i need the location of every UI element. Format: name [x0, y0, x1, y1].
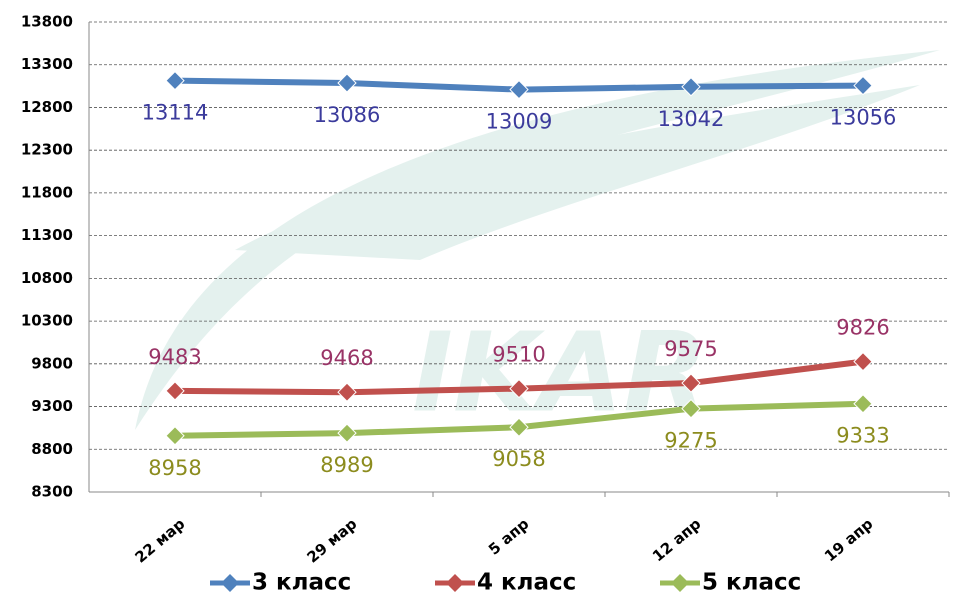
x-tick-label: 12 апр [649, 515, 705, 566]
point-marker [854, 395, 872, 413]
point-marker [338, 424, 356, 442]
chart: IKAR 8300 8800 9300 9800 10300 10800 11300 1180… [0, 0, 957, 601]
y-tick-label: 8300 [31, 483, 73, 501]
y-tick-label: 9300 [31, 397, 73, 415]
y-tick-label: 12300 [21, 141, 73, 159]
y-tick-label: 10800 [21, 269, 73, 287]
point-marker [166, 382, 184, 400]
data-label: 9483 [148, 345, 201, 369]
legend-swatch-marker [671, 574, 689, 592]
data-label: 9058 [492, 447, 545, 471]
point-marker [166, 427, 184, 445]
data-label: 13114 [142, 101, 209, 125]
data-label: 8989 [320, 453, 373, 477]
data-label: 13042 [658, 107, 725, 131]
data-label: 9510 [492, 343, 545, 367]
y-tick-label: 13800 [21, 13, 73, 31]
y-tick-label: 13300 [21, 55, 73, 73]
legend-label: 3 класс [252, 570, 351, 596]
point-marker [510, 81, 528, 99]
legend-label: 4 класс [477, 570, 576, 596]
y-tick-label: 9800 [31, 354, 73, 372]
watermark: IKAR [412, 308, 708, 436]
legend-swatch-marker [446, 574, 464, 592]
x-tick-label: 29 мар [304, 515, 361, 567]
legend-label: 5 класс [702, 570, 801, 596]
data-label: 9575 [664, 337, 717, 361]
data-label: 9333 [836, 424, 889, 448]
y-tick-label: 12800 [21, 98, 73, 116]
point-marker [854, 353, 872, 371]
data-label: 8958 [148, 456, 201, 480]
point-marker [854, 77, 872, 95]
point-marker [166, 72, 184, 90]
legend-swatch-marker [221, 574, 239, 592]
y-tick-label: 11800 [21, 183, 73, 201]
data-label: 9468 [320, 346, 373, 370]
y-tick-label: 11300 [21, 226, 73, 244]
data-label: 13009 [486, 110, 553, 134]
point-marker [338, 74, 356, 92]
point-marker [338, 383, 356, 401]
x-tick-label: 22 мар [132, 515, 189, 567]
data-label: 13086 [314, 103, 381, 127]
data-label: 9275 [664, 429, 717, 453]
data-label: 13056 [830, 106, 897, 130]
y-tick-label: 8800 [31, 440, 73, 458]
y-tick-label: 10300 [21, 312, 73, 330]
data-label: 9826 [836, 316, 889, 340]
x-tick-label: 19 апр [821, 515, 877, 566]
x-tick-label: 5 апр [485, 515, 533, 559]
